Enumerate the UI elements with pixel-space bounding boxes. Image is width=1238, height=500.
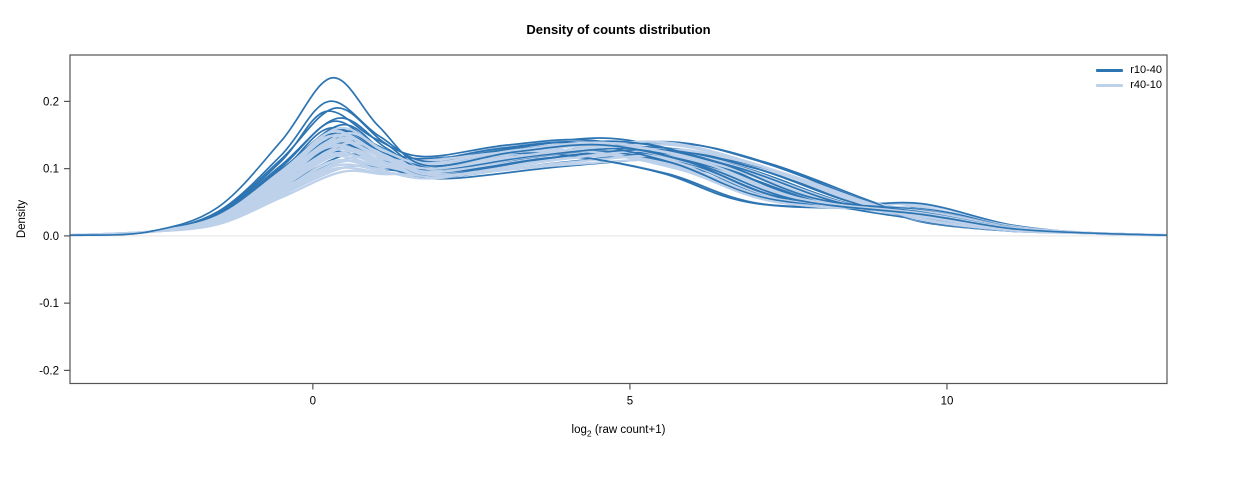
x-axis-label: log2 (raw count+1)	[70, 424, 1167, 438]
y-tick-label: 0.1	[43, 164, 59, 176]
x-axis-label-base: log	[571, 424, 587, 436]
legend-label-r10-40: r10-40	[1130, 64, 1162, 76]
legend-line-swatch-r10-40	[1096, 69, 1124, 72]
density-curve-r40-10	[70, 157, 1167, 237]
curves-layer	[70, 77, 1167, 237]
legend-line-swatch-r40-10	[1096, 84, 1124, 87]
y-tick-label: -0.1	[39, 298, 59, 310]
density-curve-r40-10	[70, 145, 1167, 237]
y-tick-label: 0.0	[43, 231, 59, 243]
y-axis-label: Density	[16, 199, 28, 239]
legend: r10-40 r40-10	[1096, 64, 1162, 92]
plot-box	[69, 54, 1168, 385]
density-curve-r10-40	[70, 144, 1167, 237]
x-axis-label-rest: (raw count+1)	[591, 424, 666, 436]
x-axis-label-subscript: 2	[586, 428, 592, 439]
density-curve-r40-10	[70, 130, 1167, 237]
density-curve-r10-40	[70, 77, 1167, 237]
y-tick-label: -0.2	[39, 365, 59, 377]
legend-item-r40-10: r40-10	[1096, 79, 1162, 92]
chart-title: Density of counts distribution	[526, 22, 711, 37]
legend-item-r10-40: r10-40	[1096, 64, 1162, 77]
x-tick-label: 5	[627, 396, 633, 408]
x-tick-label: 0	[310, 396, 316, 408]
x-tick-label: 10	[941, 396, 954, 408]
density-curve-r40-10	[70, 137, 1167, 237]
legend-label-r40-10: r40-10	[1130, 79, 1162, 91]
y-tick-label: 0.2	[43, 96, 59, 108]
density-curve-r40-10	[70, 145, 1167, 237]
